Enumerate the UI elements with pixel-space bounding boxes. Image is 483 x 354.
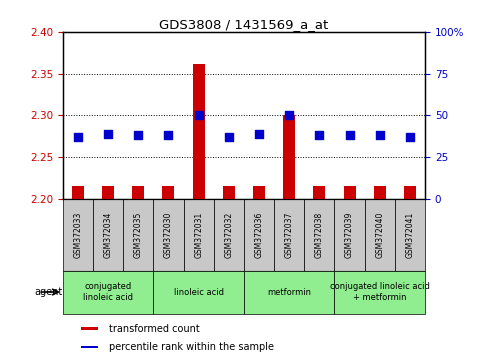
- Text: percentile rank within the sample: percentile rank within the sample: [109, 342, 274, 352]
- Bar: [93, 199, 123, 270]
- Bar: [63, 270, 154, 314]
- Point: [225, 134, 233, 140]
- Point: [165, 133, 172, 138]
- Text: GSM372038: GSM372038: [315, 212, 324, 258]
- Text: conjugated linoleic acid
+ metformin: conjugated linoleic acid + metformin: [330, 282, 430, 302]
- Text: GSM372035: GSM372035: [134, 212, 143, 258]
- Bar: [404, 187, 416, 199]
- Point: [315, 133, 323, 138]
- Text: GSM372032: GSM372032: [224, 212, 233, 258]
- Bar: [132, 187, 144, 199]
- Point: [195, 113, 202, 118]
- Bar: [154, 199, 184, 270]
- Text: GSM372034: GSM372034: [103, 212, 113, 258]
- Bar: [63, 199, 93, 270]
- Point: [134, 133, 142, 138]
- Point: [255, 131, 263, 137]
- Bar: [102, 187, 114, 199]
- Bar: [253, 187, 265, 199]
- Text: GSM372041: GSM372041: [405, 212, 414, 258]
- Bar: [154, 270, 244, 314]
- Bar: [162, 187, 174, 199]
- Bar: [184, 199, 213, 270]
- Text: GSM372030: GSM372030: [164, 212, 173, 258]
- Bar: [334, 199, 365, 270]
- Bar: [334, 270, 425, 314]
- Bar: [72, 187, 84, 199]
- Bar: [123, 199, 154, 270]
- Point: [376, 133, 384, 138]
- Point: [104, 131, 112, 137]
- Text: GSM372037: GSM372037: [284, 212, 294, 258]
- Bar: [374, 187, 386, 199]
- Bar: [193, 64, 205, 199]
- Bar: [274, 199, 304, 270]
- Title: GDS3808 / 1431569_a_at: GDS3808 / 1431569_a_at: [159, 18, 328, 31]
- Point: [346, 133, 354, 138]
- Bar: [395, 199, 425, 270]
- Bar: [223, 187, 235, 199]
- Point: [285, 113, 293, 118]
- Text: GSM372033: GSM372033: [73, 212, 83, 258]
- Bar: [365, 199, 395, 270]
- Point: [406, 134, 414, 140]
- Point: [74, 134, 82, 140]
- Text: agent: agent: [35, 287, 63, 297]
- Bar: [343, 187, 355, 199]
- Text: linoleic acid: linoleic acid: [173, 287, 224, 297]
- Bar: [213, 199, 244, 270]
- Bar: [244, 270, 334, 314]
- Text: GSM372036: GSM372036: [255, 212, 264, 258]
- Text: transformed count: transformed count: [109, 324, 200, 333]
- Bar: [81, 346, 99, 348]
- Text: GSM372039: GSM372039: [345, 212, 354, 258]
- Text: conjugated
linoleic acid: conjugated linoleic acid: [83, 282, 133, 302]
- Bar: [283, 115, 295, 199]
- Bar: [81, 327, 99, 330]
- Text: GSM372031: GSM372031: [194, 212, 203, 258]
- Bar: [313, 187, 326, 199]
- Text: metformin: metformin: [267, 287, 311, 297]
- Bar: [304, 199, 334, 270]
- Text: GSM372040: GSM372040: [375, 212, 384, 258]
- Bar: [244, 199, 274, 270]
